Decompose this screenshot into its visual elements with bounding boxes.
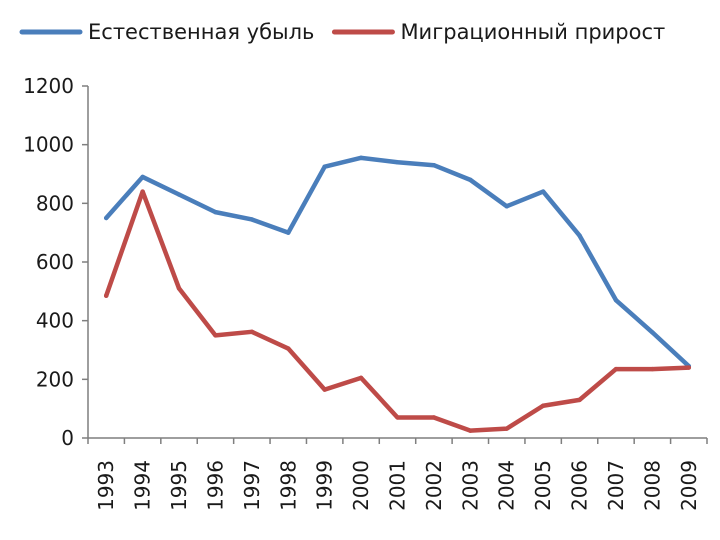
- data-point: [540, 403, 546, 408]
- legend-label: Естественная убыль: [88, 20, 314, 44]
- y-tick-label: 800: [36, 191, 74, 215]
- x-tick-label: 2007: [604, 460, 628, 511]
- x-tick-label: 1994: [131, 460, 155, 511]
- data-point: [104, 293, 109, 298]
- series-layer: [103, 155, 692, 433]
- data-point: [395, 415, 400, 420]
- data-point: [613, 366, 619, 372]
- y-axis: 0 200 400 600 800 1000 1200: [23, 74, 89, 450]
- data-point: [504, 426, 509, 431]
- data-point: [358, 155, 364, 161]
- y-tick-label: 600: [36, 250, 74, 274]
- data-point: [286, 230, 291, 235]
- y-tick-label: 1200: [23, 74, 74, 98]
- x-tick-label: 1996: [203, 460, 227, 511]
- data-point: [140, 189, 145, 194]
- y-tick-label: 1000: [23, 133, 74, 157]
- x-tick-label: 2004: [495, 460, 519, 511]
- x-tick-label: 1997: [240, 460, 264, 511]
- data-point: [577, 397, 582, 403]
- data-point: [140, 174, 145, 180]
- data-point: [431, 163, 437, 168]
- data-point: [395, 160, 400, 165]
- x-tick-label: 1993: [94, 460, 118, 511]
- data-point: [358, 375, 364, 381]
- data-point: [650, 330, 655, 335]
- x-tick-label: 2003: [458, 460, 482, 511]
- x-tick-label: 2001: [386, 460, 410, 511]
- x-tick-label: 2000: [349, 460, 373, 511]
- x-axis: 1993 1994 1995 1996 1997 1998 1999 2000 2001 2002…: [87, 437, 708, 511]
- data-point: [468, 177, 473, 183]
- data-point: [249, 217, 255, 222]
- data-point: [468, 428, 473, 433]
- data-point: [577, 233, 582, 238]
- x-tick-label: 2005: [531, 460, 555, 511]
- data-point: [322, 387, 327, 392]
- data-point: [249, 329, 255, 335]
- x-tick-label: 2002: [422, 460, 446, 511]
- x-tick-label: 1998: [276, 460, 300, 511]
- y-tick-label: 0: [61, 426, 74, 450]
- x-tick-label: 1995: [167, 460, 191, 511]
- data-point: [286, 346, 291, 351]
- legend-item-1: Естественная убыль: [19, 20, 314, 44]
- legend-label: Миграционный прирост: [400, 20, 665, 44]
- x-tick-label: 2006: [568, 460, 592, 511]
- data-point: [213, 333, 218, 338]
- series-2: [103, 189, 692, 433]
- x-tick-label: 1999: [313, 460, 337, 511]
- chart-legend: Естественная убыль Миграционный прирост: [19, 20, 665, 44]
- data-point: [213, 209, 218, 215]
- data-point: [613, 297, 619, 303]
- data-point: [686, 365, 691, 370]
- data-point: [431, 415, 437, 420]
- y-tick-label: 200: [36, 367, 74, 391]
- data-point: [540, 189, 546, 194]
- x-tick-label: 2008: [640, 460, 664, 511]
- data-point: [176, 192, 182, 197]
- data-point: [322, 164, 327, 169]
- series-line: [103, 189, 692, 433]
- y-tick-label: 400: [36, 309, 74, 333]
- series-line: [103, 155, 692, 369]
- x-tick-label: 2009: [677, 460, 701, 511]
- data-point: [650, 366, 655, 372]
- data-point: [504, 204, 509, 209]
- legend-item-2: Миграционный прирост: [331, 20, 665, 44]
- data-point: [104, 215, 109, 221]
- data-point: [176, 286, 182, 291]
- series-1: [103, 155, 692, 369]
